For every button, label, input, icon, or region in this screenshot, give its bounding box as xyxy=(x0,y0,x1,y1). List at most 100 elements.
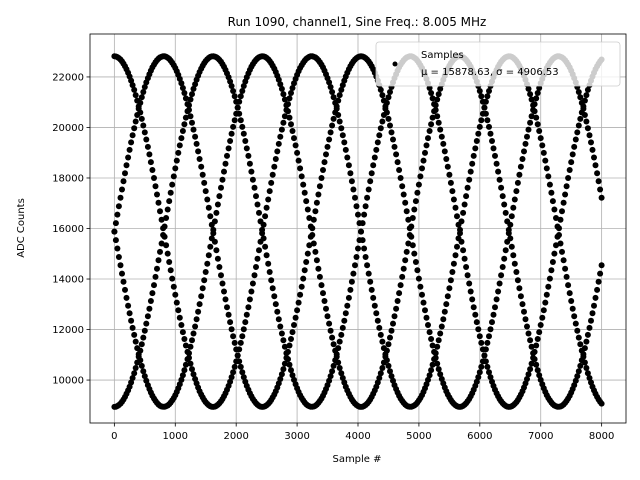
sample-point xyxy=(166,259,173,265)
sample-point xyxy=(167,267,174,274)
sample-point xyxy=(140,122,147,129)
x-tick-label: 8000 xyxy=(589,431,614,442)
sample-point xyxy=(487,326,494,333)
sample-point xyxy=(327,84,334,90)
sample-point xyxy=(341,317,348,324)
sample-point xyxy=(348,178,355,185)
sample-point xyxy=(240,130,247,137)
sample-point xyxy=(434,96,441,103)
sample-point xyxy=(450,260,457,267)
sample-point xyxy=(189,119,195,126)
sample-point xyxy=(141,373,148,380)
sample-point xyxy=(405,240,412,247)
sample-point xyxy=(274,148,281,155)
sample-point xyxy=(569,305,576,312)
sample-point xyxy=(280,119,287,126)
sample-point xyxy=(571,143,578,150)
sample-point xyxy=(583,118,590,125)
sample-point xyxy=(146,305,153,312)
sample-point xyxy=(315,265,322,272)
sample-point xyxy=(429,361,436,368)
sample-point xyxy=(565,175,572,181)
sample-point xyxy=(228,374,235,381)
sample-point xyxy=(542,299,549,306)
sample-point xyxy=(411,250,418,257)
sample-point xyxy=(426,128,433,134)
sample-point xyxy=(224,152,230,159)
x-tick-label: 2000 xyxy=(223,431,248,442)
sample-point xyxy=(336,365,343,371)
sample-point xyxy=(157,208,163,215)
sample-point xyxy=(265,196,272,203)
sample-point xyxy=(435,119,442,126)
sample-point xyxy=(230,88,237,94)
sample-point xyxy=(385,115,392,122)
sample-point xyxy=(522,316,529,323)
sample-point xyxy=(533,342,540,349)
sample-point xyxy=(542,157,549,164)
sample-point xyxy=(478,93,485,100)
sample-point xyxy=(422,307,428,314)
sample-point xyxy=(516,285,523,292)
sample-point xyxy=(415,275,422,282)
x-tick-label: 0 xyxy=(111,431,117,442)
sample-point xyxy=(175,307,182,314)
sample-point xyxy=(289,128,296,134)
sample-point xyxy=(521,148,527,155)
y-axis-label: ADC Counts xyxy=(16,198,27,258)
sample-point xyxy=(426,85,433,91)
sample-point xyxy=(190,126,197,133)
sample-point xyxy=(289,372,296,379)
sample-point xyxy=(591,302,597,309)
sample-point xyxy=(508,213,515,220)
sample-point xyxy=(450,196,457,203)
sample-point xyxy=(479,98,486,105)
sample-point xyxy=(383,347,390,354)
legend-box xyxy=(375,41,621,87)
sample-point xyxy=(275,316,282,323)
sample-point xyxy=(237,117,244,124)
sample-point xyxy=(553,242,559,249)
sample-point xyxy=(256,247,262,254)
sample-point xyxy=(158,216,165,223)
sample-point xyxy=(239,333,246,340)
sample-point xyxy=(112,237,119,244)
sample-point xyxy=(294,307,301,314)
sample-point xyxy=(114,211,121,218)
sample-point xyxy=(251,184,258,191)
sample-point xyxy=(583,338,590,345)
sample-point xyxy=(345,162,352,169)
sample-point xyxy=(356,237,363,244)
sample-point xyxy=(285,108,291,115)
sample-point xyxy=(397,282,404,289)
sample-point xyxy=(463,264,470,270)
sample-point xyxy=(495,288,502,295)
sample-point xyxy=(575,89,582,95)
sample-point xyxy=(248,168,255,175)
sample-point xyxy=(396,167,403,173)
sample-point xyxy=(132,118,139,125)
sample-point xyxy=(536,85,543,91)
sample-point xyxy=(131,370,138,377)
sample-point xyxy=(131,125,138,132)
sample-point xyxy=(234,352,241,359)
sample-point xyxy=(324,313,331,320)
sample-point xyxy=(280,337,287,344)
sample-point xyxy=(379,92,386,99)
sample-point xyxy=(202,188,209,195)
sample-point xyxy=(528,96,535,103)
sample-point xyxy=(147,298,154,304)
sample-point xyxy=(201,179,208,186)
sample-point xyxy=(243,145,250,152)
sample-point xyxy=(333,103,340,110)
sample-point xyxy=(266,188,273,195)
sample-point xyxy=(373,310,380,317)
sample-point xyxy=(510,252,517,259)
sample-point xyxy=(380,359,387,366)
sample-point xyxy=(143,136,150,143)
sample-point xyxy=(489,138,495,144)
sample-point xyxy=(313,257,320,264)
sample-point xyxy=(588,317,594,324)
x-tick-label: 4000 xyxy=(345,431,370,442)
